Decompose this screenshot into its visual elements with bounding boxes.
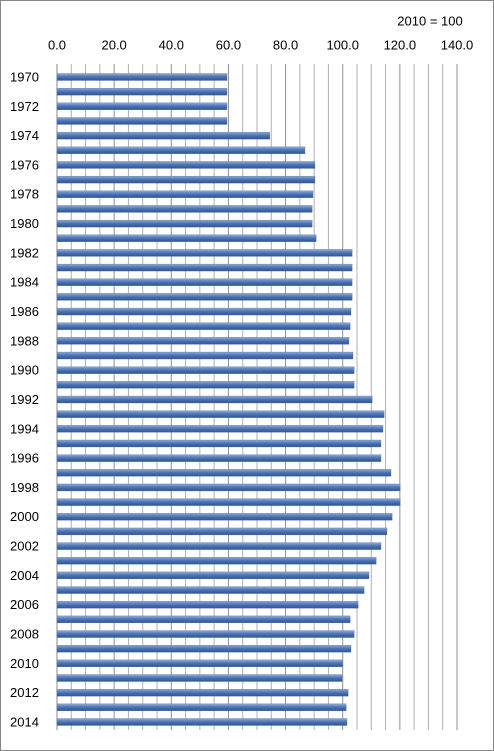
bar xyxy=(56,102,228,110)
y-tick-label: 1988 xyxy=(10,333,39,348)
bar xyxy=(56,175,316,184)
y-tick-label: 1970 xyxy=(10,69,39,84)
y-tick-label: 1996 xyxy=(10,451,39,466)
bar xyxy=(56,337,350,345)
bar xyxy=(56,469,392,477)
bar xyxy=(56,571,370,580)
bar xyxy=(56,249,353,257)
bar xyxy=(56,513,393,521)
y-tick-label: 1982 xyxy=(10,245,39,260)
bar xyxy=(56,439,382,448)
bar xyxy=(56,161,316,169)
y-tick-label: 1990 xyxy=(10,363,39,378)
bar xyxy=(56,689,349,697)
bar xyxy=(56,601,359,609)
bar xyxy=(56,219,313,228)
y-tick-label: 1994 xyxy=(10,421,39,436)
y-tick-label: 1974 xyxy=(10,128,39,143)
bar xyxy=(56,73,228,81)
y-tick-label: 2008 xyxy=(10,626,39,641)
bar xyxy=(56,205,313,213)
x-tick-label: 120.0 xyxy=(384,37,417,52)
bar xyxy=(56,674,343,682)
bar xyxy=(56,586,365,594)
y-tick-label: 1980 xyxy=(10,216,39,231)
y-tick-label: 2000 xyxy=(10,509,39,524)
bar xyxy=(56,88,228,96)
bar xyxy=(56,366,355,374)
bar xyxy=(56,234,317,242)
bar xyxy=(56,454,382,462)
annotation: 2010 = 100 xyxy=(397,13,462,28)
y-tick-label: 2010 xyxy=(10,656,39,671)
y-tick-label: 1972 xyxy=(10,99,39,114)
bar xyxy=(56,395,373,404)
bar xyxy=(56,703,347,711)
bar xyxy=(56,117,228,125)
bar xyxy=(56,615,351,624)
x-tick-label: 80.0 xyxy=(273,37,298,52)
bar xyxy=(56,410,385,418)
y-tick-label: 1976 xyxy=(10,157,39,172)
bar xyxy=(56,307,352,316)
x-tick-label: 100.0 xyxy=(326,37,359,52)
x-tick-label: 140.0 xyxy=(441,37,474,52)
x-tick-label: 40.0 xyxy=(159,37,184,52)
bar xyxy=(56,381,355,389)
bar xyxy=(56,630,355,638)
y-tick-label: 1992 xyxy=(10,392,39,407)
y-tick-label: 2014 xyxy=(10,714,39,729)
bar xyxy=(56,293,353,301)
y-tick-label: 1986 xyxy=(10,304,39,319)
y-tick-label: 2006 xyxy=(10,597,39,612)
x-tick-label: 0.0 xyxy=(48,37,66,52)
bar xyxy=(56,483,401,492)
bar xyxy=(56,190,314,198)
bar xyxy=(56,718,348,726)
bar xyxy=(56,527,388,536)
bar xyxy=(56,557,377,565)
y-tick-label: 2002 xyxy=(10,539,39,554)
bar xyxy=(56,498,401,506)
bar xyxy=(56,322,351,330)
x-tick-label: 60.0 xyxy=(216,37,241,52)
bar xyxy=(56,351,354,360)
bar xyxy=(56,131,271,140)
y-tick-label: 2012 xyxy=(10,685,39,700)
bar xyxy=(56,146,306,154)
x-tick-label: 20.0 xyxy=(101,37,126,52)
bar xyxy=(56,263,353,272)
bar xyxy=(56,542,382,550)
bar xyxy=(56,645,352,653)
y-tick-label: 1984 xyxy=(10,275,39,290)
y-tick-label: 1978 xyxy=(10,187,39,202)
y-tick-label: 1998 xyxy=(10,480,39,495)
y-tick-label: 2004 xyxy=(10,568,39,583)
bar xyxy=(56,425,384,433)
bar xyxy=(56,659,343,668)
bar xyxy=(56,278,353,286)
